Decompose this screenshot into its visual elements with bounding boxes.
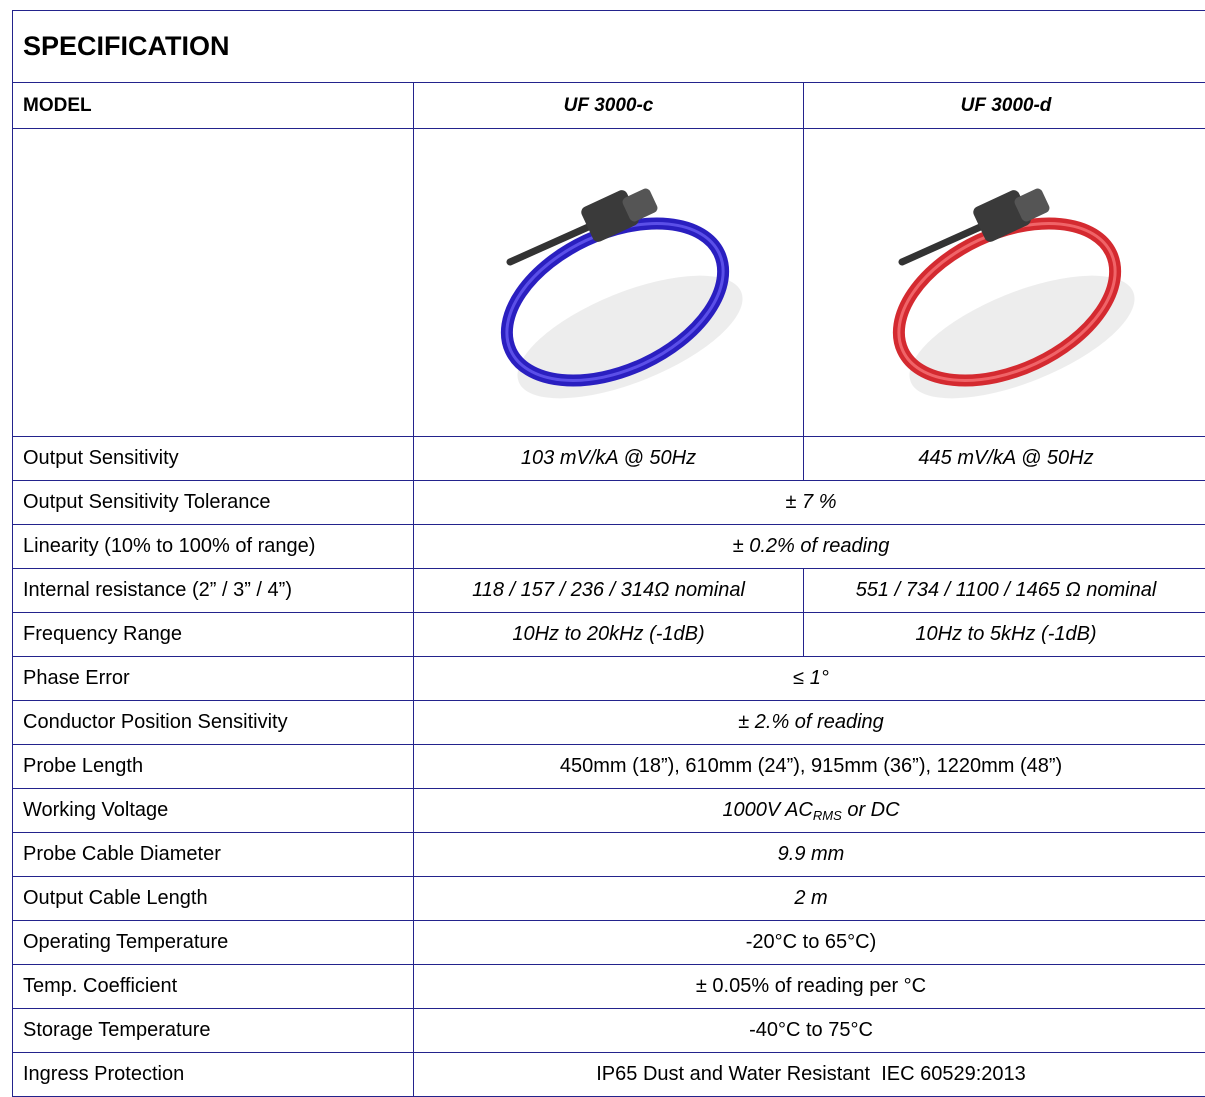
row-label: Working Voltage <box>13 789 414 833</box>
spec-table: SPECIFICATION MODEL UF 3000-c UF 3000-d … <box>12 10 1205 1097</box>
probe-image-red <box>817 152 1205 407</box>
row-label: Output Sensitivity Tolerance <box>13 481 414 525</box>
row-label: Probe Length <box>13 745 414 789</box>
table-row: Phase Error≤ 1° <box>13 657 1205 701</box>
table-row: Output Sensitivity Tolerance± 7 % <box>13 481 1205 525</box>
value-cell: 9.9 mm <box>414 833 1205 877</box>
value-text: 1000V AC <box>722 799 812 821</box>
row-label: Storage Temperature <box>13 1009 414 1053</box>
value-cell: ± 2.% of reading <box>414 701 1205 745</box>
value-cell: 445 mV/kA @ 50Hz <box>804 437 1205 481</box>
page: SPECIFICATION MODEL UF 3000-c UF 3000-d … <box>0 0 1205 1045</box>
table-row: Linearity (10% to 100% of range)± 0.2% o… <box>13 525 1205 569</box>
table-row: Storage Temperature-40°C to 75°C <box>13 1009 1205 1053</box>
value-cell: -20°C to 65°C) <box>414 921 1205 965</box>
value-cell: 10Hz to 5kHz (-1dB) <box>804 613 1205 657</box>
table-row: Operating Temperature-20°C to 65°C) <box>13 921 1205 965</box>
value-cell: ± 0.2% of reading <box>414 525 1205 569</box>
empty-cell <box>13 129 414 437</box>
value-cell: 450mm (18”), 610mm (24”), 915mm (36”), 1… <box>414 745 1205 789</box>
row-label: Ingress Protection <box>13 1053 414 1097</box>
row-label: Conductor Position Sensitivity <box>13 701 414 745</box>
column-header: MODEL <box>13 83 414 129</box>
value-cell: -40°C to 75°C <box>414 1009 1205 1053</box>
table-title: SPECIFICATION <box>13 11 1205 83</box>
row-label: Output Sensitivity <box>13 437 414 481</box>
value-cell: IP65 Dust and Water Resistant IEC 60529:… <box>414 1053 1205 1097</box>
row-label: Temp. Coefficient <box>13 965 414 1009</box>
row-label: Linearity (10% to 100% of range) <box>13 525 414 569</box>
value-cell: ≤ 1° <box>414 657 1205 701</box>
value-cell: 551 / 734 / 1100 / 1465 Ω nominal <box>804 569 1205 613</box>
table-row: Temp. Coefficient± 0.05% of reading per … <box>13 965 1205 1009</box>
row-label: Output Cable Length <box>13 877 414 921</box>
probe-image-blue <box>425 152 803 407</box>
row-label: Frequency Range <box>13 613 414 657</box>
image-cell <box>414 129 804 437</box>
column-header: UF 3000-c <box>414 83 804 129</box>
value-text: or DC <box>842 799 900 821</box>
value-cell: 118 / 157 / 236 / 314Ω nominal <box>414 569 804 613</box>
value-cell: 103 mV/kA @ 50Hz <box>414 437 804 481</box>
value-cell: ± 0.05% of reading per °C <box>414 965 1205 1009</box>
table-row: Internal resistance (2” / 3” / 4”)118 / … <box>13 569 1205 613</box>
value-cell: 10Hz to 20kHz (-1dB) <box>414 613 804 657</box>
column-header: UF 3000-d <box>804 83 1205 129</box>
table-row: Conductor Position Sensitivity± 2.% of r… <box>13 701 1205 745</box>
value-subscript: RMS <box>813 808 842 823</box>
value-cell: 2 m <box>414 877 1205 921</box>
value-cell: 1000V ACRMS or DC <box>414 789 1205 833</box>
row-label: Internal resistance (2” / 3” / 4”) <box>13 569 414 613</box>
value-cell: ± 7 % <box>414 481 1205 525</box>
row-label: Probe Cable Diameter <box>13 833 414 877</box>
image-cell <box>804 129 1205 437</box>
row-label: Operating Temperature <box>13 921 414 965</box>
row-label: Phase Error <box>13 657 414 701</box>
